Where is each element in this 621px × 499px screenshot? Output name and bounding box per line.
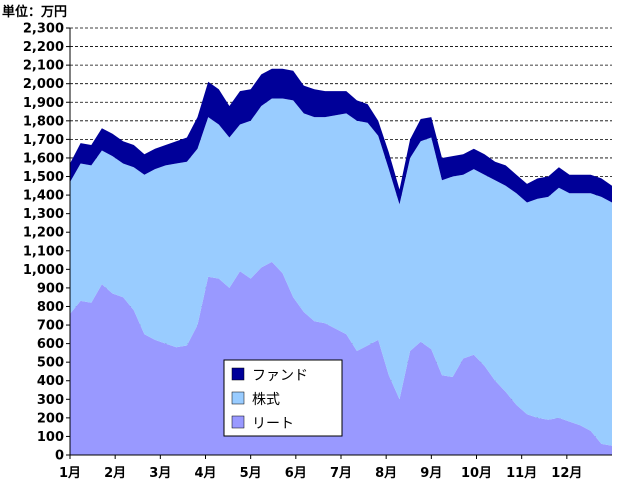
x-tick-label: 11月	[506, 466, 537, 481]
y-tick-label: 0	[55, 449, 64, 464]
y-tick-label: 1,000	[23, 263, 64, 278]
x-tick-label: 1月	[59, 466, 81, 481]
areas	[70, 68, 612, 455]
x-tick-label: 7月	[330, 466, 352, 481]
legend-label-reit: リート	[252, 416, 294, 432]
y-tick-label: 100	[37, 430, 64, 445]
x-tick-label: 4月	[194, 466, 216, 481]
legend-swatch-fund	[231, 367, 245, 381]
y-tick-label: 2,000	[23, 77, 64, 92]
y-tick-label: 300	[37, 393, 64, 408]
series-area-2	[70, 68, 612, 205]
y-tick-label: 2,300	[23, 22, 64, 37]
x-tick-label: 6月	[285, 466, 307, 481]
y-tick-label: 700	[37, 319, 64, 334]
series-area-0	[70, 261, 612, 455]
legend-swatch-reit	[231, 415, 245, 429]
y-tick-label: 1,400	[23, 189, 64, 204]
x-tick-label: 9月	[420, 466, 442, 481]
y-tick-label: 200	[37, 411, 64, 426]
legend-label-fund: ファンド	[252, 368, 308, 384]
y-tick-label: 800	[37, 300, 64, 315]
y-tick-label: 900	[37, 281, 64, 296]
y-tick-label: 1,100	[23, 244, 64, 259]
y-tick-label: 1,700	[23, 133, 64, 148]
y-tick-label: 1,900	[23, 96, 64, 111]
y-tick-label: 600	[37, 337, 64, 352]
axes: 0 100 200 300 400 500 600 700 800 900 1,000 1,100 1,…	[23, 22, 612, 481]
x-tick-label: 8月	[375, 466, 397, 481]
y-tick-label: 1,800	[23, 114, 64, 129]
y-tick-label: 1,600	[23, 151, 64, 166]
y-tick-label: 1,500	[23, 170, 64, 185]
y-tick-label: 2,200	[23, 40, 64, 55]
x-tick-label: 3月	[149, 466, 171, 481]
y-tick-label: 500	[37, 356, 64, 371]
x-tick-label: 12月	[551, 466, 582, 481]
legend-swatch-stock	[231, 391, 245, 405]
x-tick-label: 2月	[104, 466, 126, 481]
y-tick-label: 1,300	[23, 207, 64, 222]
legend: ファンド 株式 リート	[223, 359, 343, 437]
y-tick-label: 400	[37, 374, 64, 389]
y-tick-label: 2,100	[23, 59, 64, 74]
x-tick-label: 5月	[240, 466, 262, 481]
x-tick-label: 10月	[461, 466, 492, 481]
y-tick-label: 1,200	[23, 226, 64, 241]
unit-label: 単位：万円	[2, 4, 67, 20]
series-area-1	[70, 98, 612, 446]
legend-label-stock: 株式	[252, 392, 280, 408]
